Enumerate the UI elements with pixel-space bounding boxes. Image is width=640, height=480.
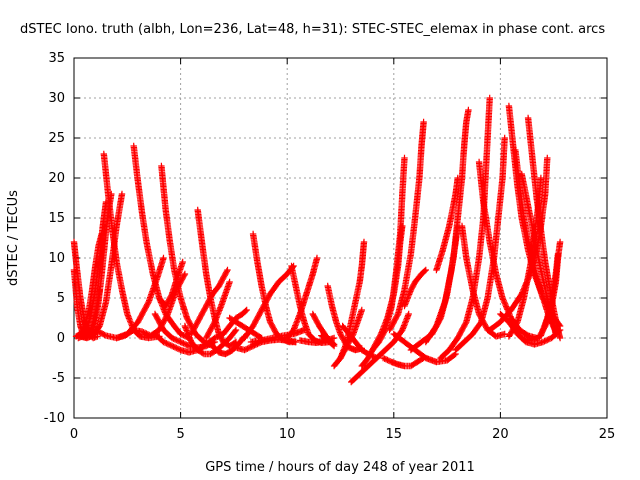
x-tick-label: 25 (599, 427, 616, 442)
axis-ticks: -10 -5 0 5 10 15 20 25 30 35 0 5 10 15 20 25 (44, 51, 616, 442)
data-arc (369, 154, 408, 354)
y-tick-label: 10 (48, 251, 65, 266)
y-tick-label: 35 (48, 51, 65, 66)
data-arc (113, 270, 189, 342)
y-tick-label: -5 (52, 371, 65, 386)
data-arc (100, 150, 163, 342)
data-arc (422, 222, 461, 346)
data-points (70, 94, 564, 386)
data-arc (158, 162, 216, 350)
data-arc (194, 206, 240, 350)
x-tick-label: 15 (386, 427, 403, 442)
data-arc (156, 258, 186, 310)
data-arc (203, 278, 233, 342)
data-arc (337, 238, 368, 362)
data-arc (524, 114, 564, 342)
data-arc (318, 332, 338, 350)
x-tick-label: 5 (176, 427, 184, 442)
x-tick-label: 20 (492, 427, 509, 442)
data-arc (151, 330, 227, 356)
data-arc (458, 222, 508, 340)
y-tick-label: 30 (48, 91, 65, 106)
x-tick-label: 10 (279, 427, 296, 442)
y-tick-label: 5 (57, 291, 65, 306)
data-arc (284, 254, 321, 342)
data-arc (386, 118, 427, 334)
y-axis-label: dSTEC / TECUs (6, 190, 21, 286)
y-tick-label: 25 (48, 131, 65, 146)
data-arc (518, 170, 559, 338)
data-arc (433, 174, 461, 274)
data-arc (348, 310, 412, 386)
data-arc (379, 354, 427, 370)
data-arc (75, 198, 110, 342)
data-arc (497, 310, 564, 348)
data-arc (339, 322, 380, 362)
data-arc (188, 266, 231, 338)
y-tick-label: -10 (44, 411, 65, 426)
data-arc (241, 262, 297, 342)
x-tick-label: 0 (70, 427, 78, 442)
data-arc (401, 266, 429, 310)
y-tick-label: 15 (48, 211, 65, 226)
plot-frame (73, 57, 608, 419)
y-tick-label: 0 (57, 331, 65, 346)
data-arc (537, 250, 562, 339)
y-tick-label: 20 (48, 171, 65, 186)
data-arc (181, 322, 240, 358)
x-axis-label: GPS time / hours of day 248 of year 2011 (205, 460, 475, 475)
chart-title: dSTEC Iono. truth (albh, Lon=236, Lat=48… (20, 22, 605, 37)
